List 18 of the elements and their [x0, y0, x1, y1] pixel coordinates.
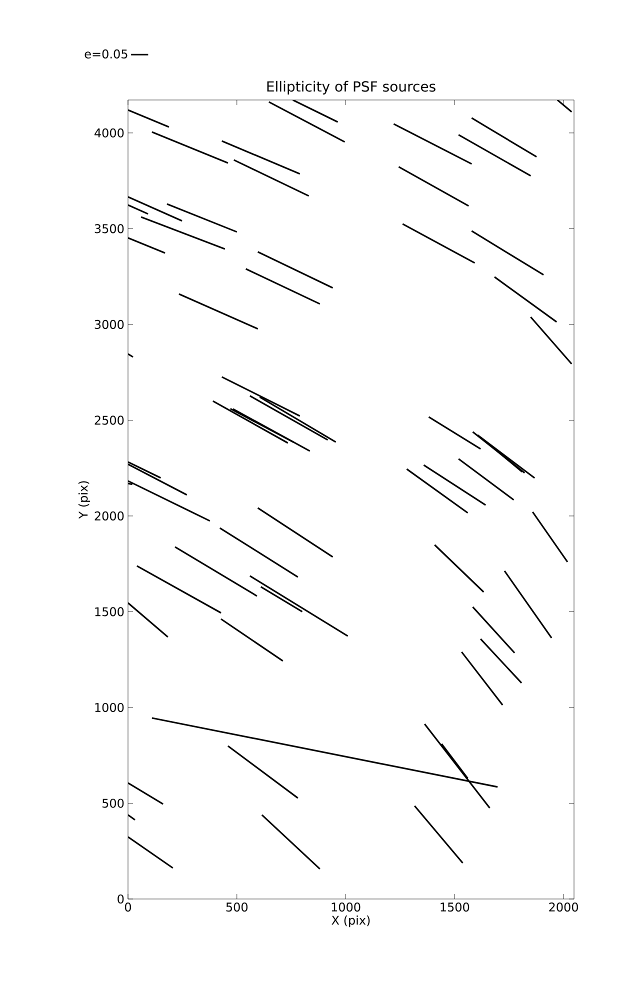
y-tick-label: 0: [118, 894, 124, 904]
y-axis-title: Y (pix): [78, 481, 90, 519]
y-tick-label: 2000: [94, 511, 124, 521]
y-tick-label: 3500: [94, 224, 124, 234]
y-tick-label: 4000: [94, 128, 124, 138]
y-tick-label: 1000: [95, 702, 124, 712]
x-tick-label: 500: [226, 902, 248, 912]
x-tick-label: 1500: [440, 902, 470, 912]
x-tick-label: 1000: [332, 902, 360, 912]
y-tick-label: 500: [102, 798, 124, 808]
y-tick-label: 3000: [94, 320, 124, 329]
y-tick-label: 1500: [95, 607, 124, 616]
chart-title: Ellipticity of PSF sources: [267, 80, 436, 94]
x-tick-label: 2000: [549, 902, 578, 912]
x-axis-title: X (pix): [332, 915, 370, 928]
y-tick-label: 2500: [94, 416, 124, 425]
x-tick-label: 0: [124, 902, 132, 912]
legend-label: e=0.05: [84, 49, 128, 59]
